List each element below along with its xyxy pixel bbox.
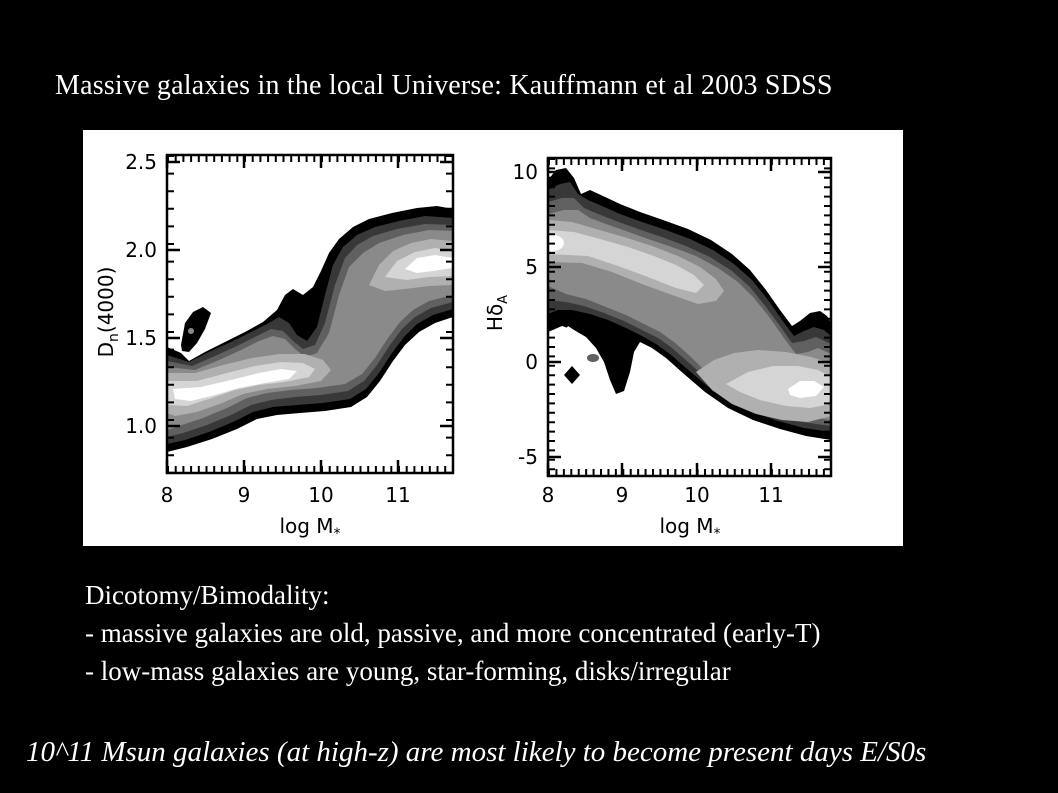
right-plot-contours — [548, 168, 831, 440]
right-yaxis-title: HδA — [483, 295, 511, 331]
contour-level-5 — [548, 230, 831, 408]
blob-inner-dot — [188, 328, 194, 334]
body-bullet: - massive galaxies are old, passive, and… — [85, 618, 821, 648]
star-forming-peak — [548, 235, 564, 251]
xtick-label: 9 — [616, 483, 629, 507]
right-xaxis-title: log M* — [659, 514, 720, 542]
ytick-label: 10 — [513, 160, 538, 184]
ytick-label: 1.0 — [125, 414, 157, 438]
isolated-diamond — [564, 366, 580, 384]
ytick-label: 2.0 — [125, 238, 157, 262]
right-major-ticks — [546, 158, 831, 476]
ytick-label: 2.5 — [125, 150, 157, 174]
xtick-label: 11 — [758, 483, 783, 507]
right-plot-labels: 10 5 0 -5 8 9 10 11 log M* HδA — [483, 160, 784, 542]
xtick-label: 8 — [161, 483, 174, 507]
slide-title: Massive galaxies in the local Universe: … — [55, 70, 833, 101]
xtick-label: 9 — [238, 483, 251, 507]
xtick-label: 11 — [385, 483, 410, 507]
ytick-label: 5 — [525, 255, 538, 279]
white-notch — [564, 326, 606, 380]
left-plot-labels: 2.5 2.0 1.5 1.0 8 9 10 11 log M* Dn(4000… — [94, 150, 411, 542]
left-yaxis-title: Dn(4000) — [94, 267, 122, 358]
ytick-label: 0 — [525, 350, 538, 374]
ytick-label: 1.5 — [125, 326, 157, 350]
right-plot: 10 5 0 -5 8 9 10 11 log M* HδA — [483, 156, 833, 542]
left-plot: 2.5 2.0 1.5 1.0 8 9 10 11 log M* Dn(4000… — [94, 150, 455, 542]
body-bullet: - low-mass galaxies are young, star-form… — [85, 656, 731, 686]
body-text-block: Dicotomy/Bimodality: - massive galaxies … — [85, 576, 985, 690]
body-heading: Dicotomy/Bimodality: — [85, 580, 330, 610]
xtick-label: 8 — [542, 483, 555, 507]
xtick-label: 10 — [308, 483, 333, 507]
contour-peak-white — [548, 235, 824, 398]
left-xaxis-title: log M* — [279, 514, 340, 542]
old-peak — [405, 255, 453, 273]
left-major-ticks — [165, 155, 453, 473]
young-peak — [173, 369, 297, 401]
contour-peak-white — [173, 255, 453, 401]
left-plot-contours — [167, 206, 453, 452]
xtick-label: 10 — [684, 483, 709, 507]
footer-conclusion: 10^11 Msun galaxies (at high-z) are most… — [26, 736, 927, 768]
isolated-blob — [181, 307, 211, 352]
tail-inner-spot — [587, 354, 599, 362]
ytick-label: -5 — [518, 445, 538, 469]
contour-figure: 2.5 2.0 1.5 1.0 8 9 10 11 log M* Dn(4000… — [94, 150, 833, 542]
passive-peak — [788, 381, 824, 398]
figure-panel: 2.5 2.0 1.5 1.0 8 9 10 11 log M* Dn(4000… — [83, 130, 903, 546]
